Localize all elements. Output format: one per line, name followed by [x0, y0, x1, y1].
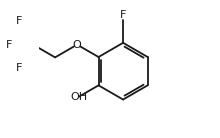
Text: F: F [16, 63, 22, 73]
Text: F: F [120, 10, 126, 20]
Text: F: F [6, 40, 12, 50]
Text: O: O [73, 40, 81, 50]
Text: F: F [16, 16, 22, 26]
Text: OH: OH [70, 92, 88, 102]
